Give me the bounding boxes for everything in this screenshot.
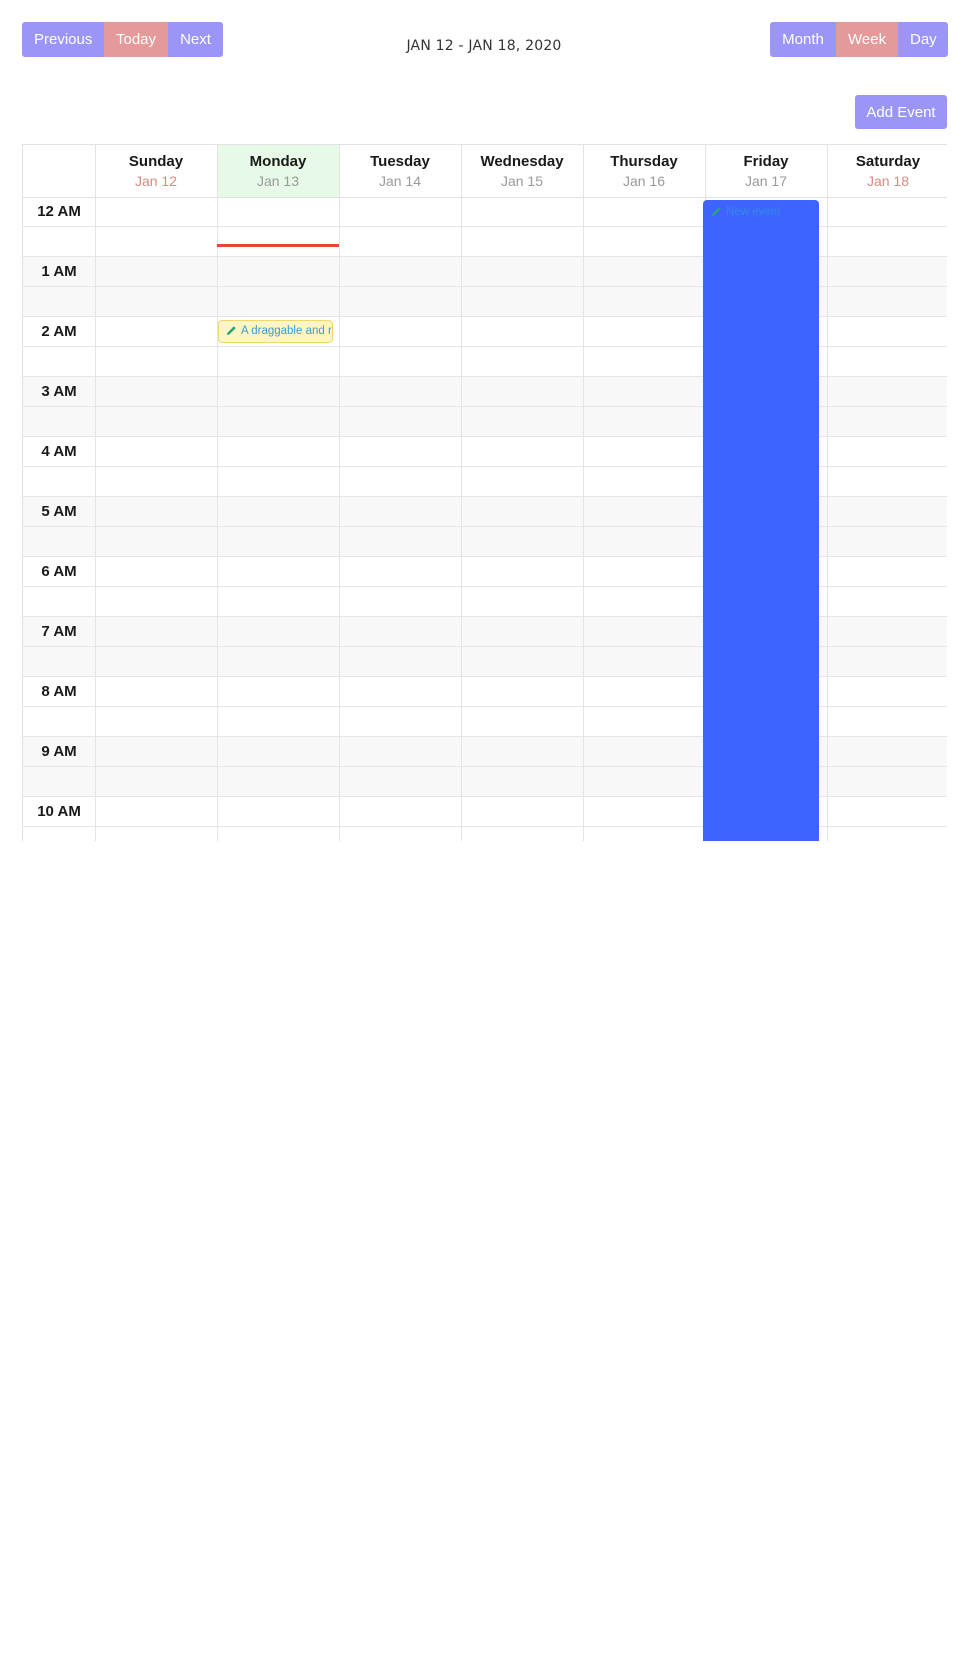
week-calendar-grid: Sunday Jan 12 Monday Jan 13 Tuesday Jan 14 Wed… [22, 144, 947, 841]
hour-label: 3 AM [41, 383, 77, 400]
time-slot[interactable] [23, 467, 947, 497]
event-title: New event [726, 206, 781, 218]
day-name: Tuesday [370, 153, 430, 170]
day-date: Jan 18 [866, 173, 910, 189]
hour-label: 8 AM [41, 683, 77, 700]
day-date: Jan 12 [134, 173, 178, 189]
add-event-button[interactable]: Add Event [855, 95, 947, 129]
hour-label: 2 AM [41, 323, 77, 340]
day-header-thursday: Thursday Jan 16 [583, 145, 705, 197]
current-time-indicator [217, 244, 339, 247]
time-slot[interactable]: 4 AM [23, 437, 947, 467]
previous-button[interactable]: Previous [22, 22, 104, 57]
pencil-icon [711, 207, 721, 217]
time-slot[interactable]: 2 AM [23, 317, 947, 347]
date-range-title: JAN 12 - JAN 18, 2020 [406, 38, 562, 54]
day-header-friday: Friday Jan 17 [705, 145, 827, 197]
time-slot[interactable]: 8 AM [23, 677, 947, 707]
event-new[interactable]: New event [703, 200, 819, 841]
day-name: Sunday [128, 153, 184, 170]
day-name: Monday [249, 153, 307, 170]
hour-label: 9 AM [41, 743, 77, 760]
hour-label: 5 AM [41, 503, 77, 520]
day-date: Jan 16 [622, 173, 666, 189]
day-header-wednesday: Wednesday Jan 15 [461, 145, 583, 197]
event-title: A draggable and resizable event [241, 325, 332, 337]
column-divider [95, 145, 96, 841]
time-slot[interactable]: 10 AM [23, 797, 947, 827]
day-header-sunday: Sunday Jan 12 [95, 145, 217, 197]
time-slot[interactable] [23, 587, 947, 617]
hour-label: 6 AM [41, 563, 77, 580]
nav-button-group: Previous Today Next [22, 22, 223, 57]
day-name: Thursday [610, 153, 678, 170]
event-draggable-resizable[interactable]: A draggable and resizable event [218, 320, 333, 343]
day-header-saturday: Saturday Jan 18 [827, 145, 947, 197]
time-slot[interactable] [23, 347, 947, 377]
column-divider [461, 145, 462, 841]
column-divider [827, 145, 828, 841]
column-divider [217, 145, 218, 841]
hour-label: 12 AM [37, 203, 81, 220]
day-header-row: Sunday Jan 12 Monday Jan 13 Tuesday Jan 14 Wed… [23, 145, 947, 198]
day-date: Jan 15 [500, 173, 544, 189]
day-header-monday: Monday Jan 13 [217, 145, 339, 197]
day-name: Friday [743, 153, 789, 170]
day-header-tuesday: Tuesday Jan 14 [339, 145, 461, 197]
day-date: Jan 17 [744, 173, 788, 189]
day-name: Saturday [855, 153, 921, 170]
hour-label: 7 AM [41, 623, 77, 640]
next-button[interactable]: Next [168, 22, 223, 57]
hour-label: 10 AM [37, 803, 81, 820]
hour-label: 1 AM [41, 263, 77, 280]
column-divider [583, 145, 584, 841]
day-view-button[interactable]: Day [898, 22, 948, 57]
month-view-button[interactable]: Month [770, 22, 836, 57]
time-slot[interactable] [23, 227, 947, 257]
column-divider [339, 145, 340, 841]
today-button[interactable]: Today [104, 22, 168, 57]
time-slot[interactable] [23, 707, 947, 737]
week-view-button[interactable]: Week [836, 22, 898, 57]
time-slot[interactable]: 6 AM [23, 557, 947, 587]
time-slot[interactable]: 12 AM [23, 197, 947, 227]
day-date: Jan 13 [256, 173, 300, 189]
pencil-icon [226, 326, 236, 336]
hour-label: 4 AM [41, 443, 77, 460]
day-name: Wednesday [480, 153, 564, 170]
view-button-group: Month Week Day [770, 22, 948, 57]
day-date: Jan 14 [378, 173, 422, 189]
